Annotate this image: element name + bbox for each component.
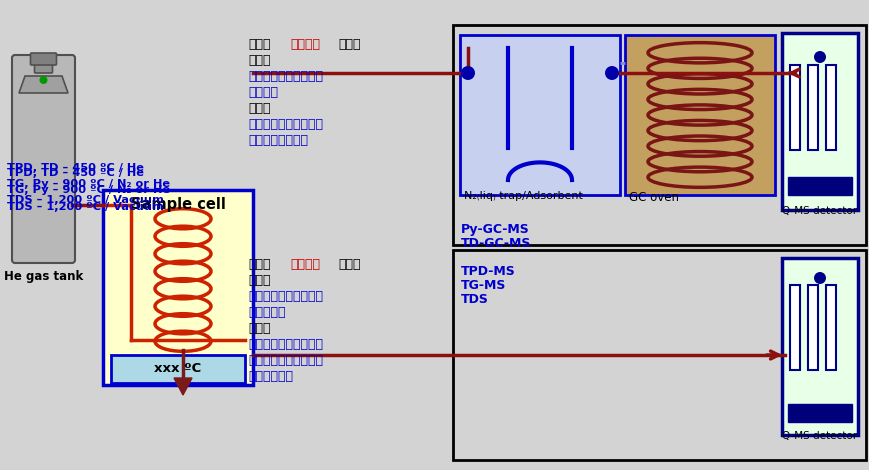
Text: 由於非經層析管柱，無: 由於非經層析管柱，無: [248, 338, 322, 351]
FancyBboxPatch shape: [12, 55, 75, 263]
Text: 缺點：: 缺點：: [248, 322, 270, 335]
Circle shape: [604, 66, 618, 80]
Text: 或定性資訊。: 或定性資訊。: [248, 370, 293, 383]
Bar: [789, 65, 799, 150]
Text: Q-MS detector: Q-MS detector: [781, 431, 856, 441]
Text: GC oven: GC oven: [628, 191, 678, 204]
Text: 探討：: 探討：: [338, 38, 360, 51]
Text: TDS – 1,200 ºC / Vacuum: TDS – 1,200 ºC / Vacuum: [7, 202, 163, 212]
Bar: [624, 35, 774, 195]
Text: TPD, TD – 450 ºC / He: TPD, TD – 450 ºC / He: [7, 163, 144, 173]
Bar: [781, 33, 857, 210]
FancyBboxPatch shape: [35, 57, 52, 73]
Polygon shape: [174, 378, 192, 395]
FancyBboxPatch shape: [30, 53, 56, 65]
Text: 法得到待測物準確資訊: 法得到待測物準確資訊: [248, 354, 322, 367]
Text: 量資訊。: 量資訊。: [248, 86, 278, 99]
Text: Sample cell: Sample cell: [130, 196, 225, 212]
Text: TDS – 1,200 ºC / Vacuum: TDS – 1,200 ºC / Vacuum: [7, 195, 163, 205]
Text: Q-MS detector: Q-MS detector: [781, 206, 856, 216]
Bar: [787, 177, 851, 195]
Text: 缺點：: 缺點：: [248, 102, 270, 115]
Text: 之連續變化現象。: 之連續變化現象。: [248, 134, 308, 147]
Bar: [825, 65, 835, 150]
Text: 目的為: 目的為: [248, 258, 270, 271]
Polygon shape: [19, 76, 68, 93]
Text: 可得到待測物定性或定: 可得到待測物定性或定: [248, 70, 322, 83]
Bar: [825, 285, 835, 370]
Bar: [807, 65, 817, 150]
Text: 目的為: 目的為: [248, 38, 270, 51]
Bar: [460, 35, 620, 195]
Bar: [787, 404, 851, 422]
Text: 探討：: 探討：: [338, 258, 360, 271]
Text: TPD-MS: TPD-MS: [461, 265, 515, 278]
Text: He gas tank: He gas tank: [3, 270, 83, 283]
Circle shape: [813, 272, 825, 284]
Text: TPD, TD – 450 ºC / He: TPD, TD – 450 ºC / He: [7, 168, 144, 178]
Text: N₂₍liq₎ trap/Adsorbent: N₂₍liq₎ trap/Adsorbent: [463, 191, 582, 201]
Bar: [807, 285, 817, 370]
Text: TDS: TDS: [461, 293, 488, 306]
Text: 可得到待測物隨溫度之: 可得到待測物隨溫度之: [248, 290, 322, 303]
Bar: [789, 285, 799, 370]
Text: TG, Py – 900 ºC / N₂ or He: TG, Py – 900 ºC / N₂ or He: [7, 179, 170, 189]
Text: TG-MS: TG-MS: [461, 279, 506, 292]
Bar: [453, 250, 865, 460]
Text: TG, Py – 900 ºC / N₂ or He: TG, Py – 900 ºC / N₂ or He: [7, 185, 170, 195]
Text: 脫附行為。: 脫附行為。: [248, 306, 285, 319]
Text: TD-GC-MS: TD-GC-MS: [461, 237, 531, 250]
Text: 優點：: 優點：: [248, 274, 270, 287]
Circle shape: [813, 51, 825, 63]
Circle shape: [39, 76, 48, 84]
Text: 優點：: 優點：: [248, 54, 270, 67]
Text: 成分檢視: 成分檢視: [289, 38, 320, 51]
Text: 脫附行為: 脫附行為: [289, 258, 320, 271]
Text: Py-GC-MS: Py-GC-MS: [461, 223, 529, 236]
Bar: [111, 355, 245, 383]
Bar: [103, 190, 253, 385]
Bar: [781, 258, 857, 435]
Bar: [453, 25, 865, 245]
Text: xxx ºC: xxx ºC: [154, 362, 202, 376]
Text: 無法得到待測物隨溫度: 無法得到待測物隨溫度: [248, 118, 322, 131]
Circle shape: [461, 66, 474, 80]
